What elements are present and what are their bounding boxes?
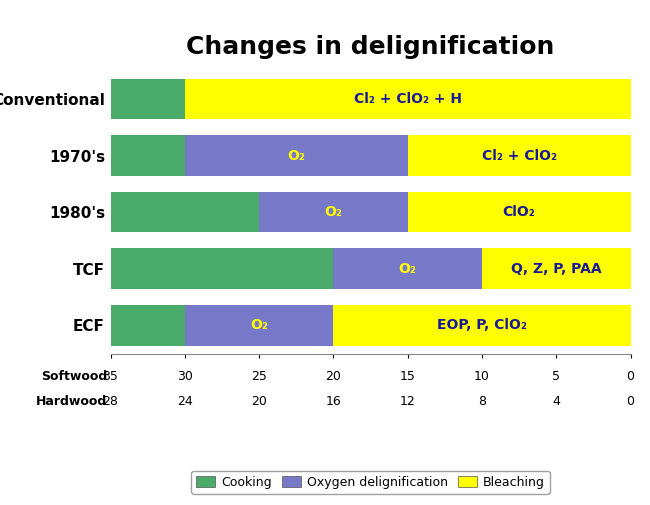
Text: EOP, P, ClO₂: EOP, P, ClO₂ [437,318,527,332]
Bar [259,192,408,232]
Text: 5: 5 [552,370,560,383]
Text: 0: 0 [627,370,634,383]
Text: Softwood: Softwood [41,370,107,383]
Text: 20: 20 [251,395,267,408]
Text: 12: 12 [400,395,415,408]
Bar [111,305,185,345]
Text: Cl₂ + ClO₂ + H: Cl₂ + ClO₂ + H [354,92,462,106]
Bar [408,192,630,232]
Bar [482,248,630,289]
Text: O₂: O₂ [398,262,417,276]
Bar [185,305,333,345]
Text: 10: 10 [474,370,490,383]
Text: O₂: O₂ [250,318,268,332]
Text: 4: 4 [552,395,560,408]
Bar [408,135,630,176]
Text: 0: 0 [627,395,634,408]
Text: Q, Z, P, PAA: Q, Z, P, PAA [511,262,601,276]
Text: 35: 35 [103,370,118,383]
Text: 20: 20 [326,370,341,383]
Text: Hardwood: Hardwood [36,395,107,408]
Text: 25: 25 [251,370,267,383]
Text: Cl₂ + ClO₂: Cl₂ + ClO₂ [482,148,556,163]
Bar [111,135,185,176]
Text: 28: 28 [103,395,118,408]
Text: 8: 8 [478,395,486,408]
Text: ClO₂: ClO₂ [502,205,536,219]
Bar [111,248,333,289]
Bar [185,79,630,119]
Bar [111,79,185,119]
Title: Changes in delignification: Changes in delignification [187,35,554,59]
Bar [111,192,259,232]
Legend: Cooking, Oxygen delignification, Bleaching: Cooking, Oxygen delignification, Bleachi… [191,471,550,494]
Text: 15: 15 [400,370,415,383]
Text: 16: 16 [326,395,341,408]
Text: 24: 24 [177,395,192,408]
Text: O₂: O₂ [324,205,343,219]
Text: 30: 30 [177,370,192,383]
Bar [185,135,408,176]
Bar [333,305,630,345]
Bar [333,248,482,289]
Text: O₂: O₂ [287,148,305,163]
